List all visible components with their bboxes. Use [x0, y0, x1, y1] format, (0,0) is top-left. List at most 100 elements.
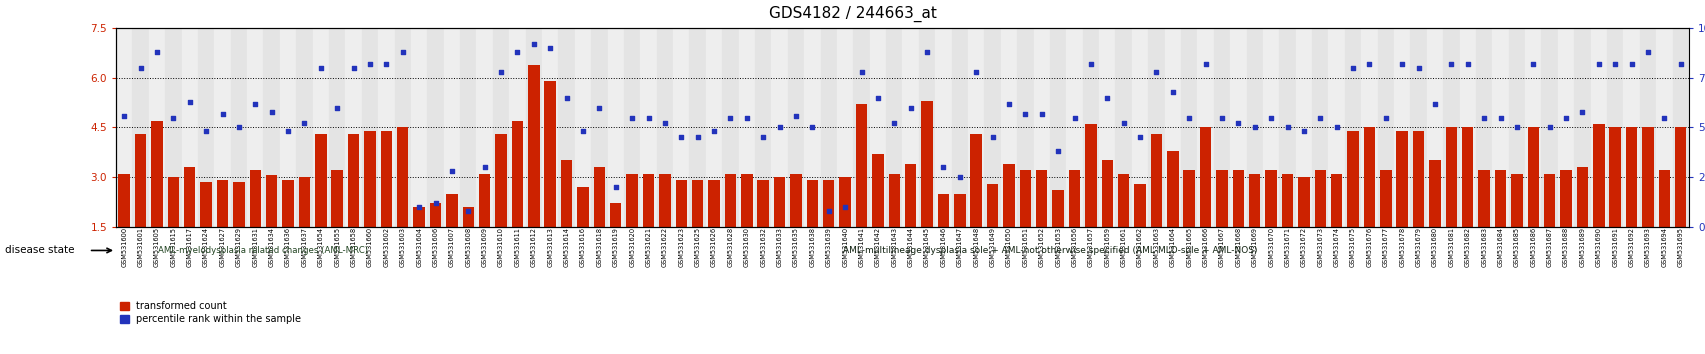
Bar — [1315, 170, 1325, 227]
Bar — [1393, 28, 1410, 227]
Bar — [379, 28, 394, 227]
Bar — [426, 28, 443, 227]
Point — [275, 129, 302, 134]
Bar — [610, 204, 621, 227]
Point — [1093, 95, 1120, 101]
Bar — [297, 28, 312, 227]
Bar — [1475, 28, 1492, 227]
Bar — [1311, 28, 1328, 227]
Bar — [118, 174, 130, 227]
Point — [569, 129, 597, 134]
Bar — [184, 167, 196, 227]
Point — [1405, 65, 1432, 71]
Point — [1274, 125, 1301, 130]
Bar — [1033, 28, 1049, 227]
Point — [1011, 111, 1038, 116]
Bar — [1052, 190, 1064, 227]
Point — [339, 65, 367, 71]
Point — [143, 49, 170, 55]
Point — [1437, 61, 1465, 67]
Point — [634, 115, 662, 120]
Bar — [1180, 28, 1197, 227]
Bar — [525, 28, 542, 227]
Bar — [1511, 174, 1523, 227]
Bar — [430, 204, 442, 227]
Bar — [1067, 170, 1079, 227]
Point — [176, 99, 203, 104]
Bar — [1524, 28, 1541, 227]
Bar — [1623, 28, 1639, 227]
Bar — [888, 174, 900, 227]
Bar — [1347, 131, 1357, 227]
Text: AML-myelodysplasia related changes (AML-MRC): AML-myelodysplasia related changes (AML-… — [159, 246, 368, 255]
Point — [1257, 115, 1284, 120]
Point — [748, 135, 776, 140]
Bar — [1001, 28, 1016, 227]
Point — [1224, 121, 1251, 126]
Point — [1076, 61, 1103, 67]
Bar — [788, 28, 803, 227]
Bar — [411, 28, 426, 227]
Point — [1355, 61, 1383, 67]
Point — [193, 129, 220, 134]
Bar — [852, 28, 870, 227]
Bar — [1265, 170, 1275, 227]
Bar — [624, 28, 639, 227]
Point — [471, 164, 498, 170]
Point — [257, 109, 285, 114]
Bar — [397, 127, 407, 227]
Bar — [215, 28, 230, 227]
Bar — [1492, 28, 1507, 227]
Bar — [592, 28, 607, 227]
Bar — [1541, 28, 1557, 227]
Bar — [365, 131, 375, 227]
Bar — [934, 28, 951, 227]
Point — [1552, 115, 1579, 120]
Point — [438, 168, 465, 174]
Text: AML-multilineage dysplasia sole + AML-not otherwise specified (AML-MLD-sole + AM: AML-multilineage dysplasia sole + AML-no… — [842, 246, 1257, 255]
Point — [880, 121, 907, 126]
Bar — [1197, 28, 1212, 227]
Point — [356, 61, 384, 67]
Point — [1175, 115, 1202, 120]
Point — [912, 49, 939, 55]
Bar — [1115, 28, 1130, 227]
Bar — [312, 28, 329, 227]
Bar — [967, 28, 984, 227]
Point — [242, 101, 269, 107]
Bar — [721, 28, 738, 227]
Bar — [1459, 28, 1475, 227]
Bar — [1117, 174, 1129, 227]
Bar — [1098, 28, 1115, 227]
Point — [126, 65, 153, 71]
Bar — [1606, 28, 1623, 227]
Point — [1470, 115, 1497, 120]
Point — [830, 204, 858, 210]
Bar — [152, 121, 162, 227]
Point — [421, 200, 448, 206]
Point — [324, 105, 351, 110]
Bar — [1101, 160, 1112, 227]
Point — [1616, 61, 1644, 67]
Bar — [953, 194, 965, 227]
Bar — [1262, 28, 1279, 227]
Bar — [266, 175, 278, 227]
Point — [1110, 121, 1137, 126]
Bar — [593, 167, 605, 227]
Point — [1323, 125, 1350, 130]
Point — [1028, 111, 1055, 116]
Bar — [839, 177, 851, 227]
Bar — [249, 170, 261, 227]
Bar — [1642, 127, 1652, 227]
Bar — [1425, 28, 1442, 227]
Point — [307, 65, 334, 71]
Bar — [1280, 174, 1292, 227]
Bar — [1461, 127, 1473, 227]
Legend: transformed count, percentile rank within the sample: transformed count, percentile rank withi… — [116, 297, 305, 328]
Bar — [1478, 170, 1488, 227]
Point — [651, 121, 679, 126]
Bar — [984, 28, 1001, 227]
Point — [111, 113, 138, 118]
Point — [1420, 101, 1448, 107]
Bar — [1625, 127, 1637, 227]
